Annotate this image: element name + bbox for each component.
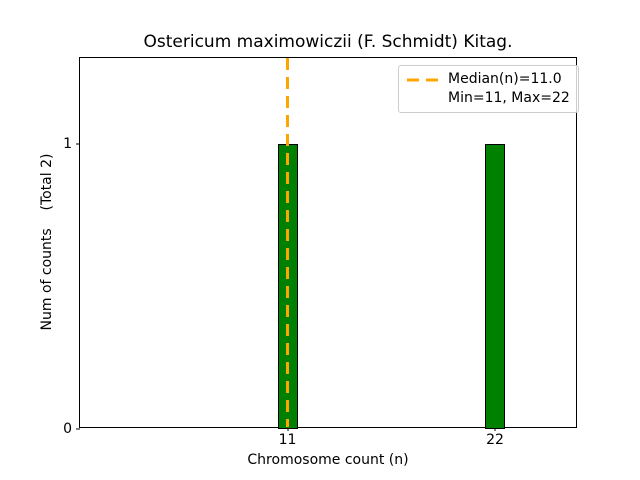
x-tick-label-11: 11 [278, 432, 297, 448]
y-tick-label-1: 1 [63, 135, 72, 152]
y-tick-mark-1 [76, 143, 80, 145]
chart-title: Ostericum maximowiczii (F. Schmidt) Kita… [143, 32, 513, 52]
y-tick-mark-0 [76, 428, 80, 430]
x-tick-mark-22 [494, 427, 496, 431]
y-tick-label-0: 0 [63, 421, 72, 437]
bar-n22 [485, 143, 505, 429]
legend-label-median: Median(n)=11.0 [448, 71, 562, 87]
y-axis-label: Num of counts (Total 2) [39, 153, 55, 331]
legend-label-minmax: Min=11, Max=22 [448, 90, 570, 106]
x-tick-mark-11 [287, 427, 288, 431]
legend-item-minmax: Min=11, Max=22 [407, 90, 570, 107]
plot-area: 11 22 0 1 [63, 57, 577, 448]
legend-item-median: Median(n)=11.0 [407, 71, 570, 88]
legend: Median(n)=11.0 Min=11, Max=22 [398, 65, 579, 113]
median-line [286, 58, 289, 427]
x-tick-label-22: 22 [486, 432, 504, 448]
median-dashed-line-icon [407, 78, 439, 82]
x-axis-label: Chromosome count (n) [247, 452, 409, 468]
